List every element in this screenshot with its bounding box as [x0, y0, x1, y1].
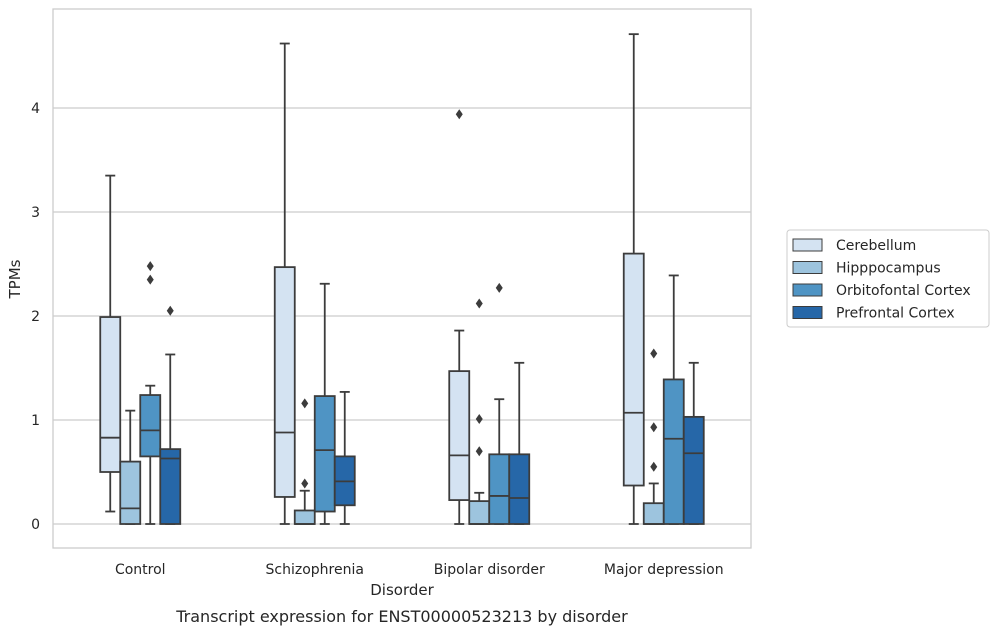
- box-group: [293, 398, 316, 525]
- box: [682, 415, 705, 525]
- outlier-point: [301, 478, 309, 489]
- outlier-point: [475, 413, 483, 424]
- outlier-point: [146, 274, 154, 285]
- legend-label: Orbitofontal Cortex: [836, 283, 971, 299]
- x-tick-label: Bipolar disorder: [434, 562, 545, 578]
- outlier-point: [475, 298, 483, 309]
- box: [662, 378, 685, 525]
- box-group: [159, 305, 182, 525]
- y-tick-label: 3: [31, 205, 40, 221]
- legend-swatch: [792, 261, 823, 274]
- box: [622, 252, 645, 487]
- y-tick-label: 1: [31, 413, 40, 429]
- box-group: [642, 348, 665, 525]
- outlier-point: [495, 282, 503, 293]
- box-group: [662, 274, 685, 525]
- y-axis-ticks: 0 1 2 3 4: [31, 101, 40, 533]
- legend-frame: [786, 229, 990, 328]
- outlier-point: [650, 461, 658, 472]
- box-group: [468, 298, 491, 525]
- x-tick-label: Schizophrenia: [266, 562, 364, 578]
- outlier-point: [650, 422, 658, 433]
- box-group: [333, 391, 356, 525]
- outlier-point: [146, 261, 154, 272]
- box: [468, 500, 491, 525]
- box: [99, 316, 122, 473]
- y-tick-label: 0: [31, 517, 40, 533]
- box-group: [119, 409, 142, 525]
- box: [488, 453, 511, 525]
- outlier-point: [166, 305, 174, 316]
- box: [273, 266, 296, 498]
- legend-swatch: [792, 306, 823, 319]
- box: [642, 502, 665, 525]
- legend-label: Cerebellum: [836, 238, 916, 254]
- chart-caption: Transcript expression for ENST0000052321…: [175, 607, 628, 626]
- box: [508, 453, 531, 525]
- x-axis-title: Disorder: [370, 581, 434, 599]
- legend-label: Prefrontal Cortex: [836, 306, 955, 322]
- x-tick-label: Control: [115, 562, 166, 578]
- box: [313, 395, 336, 513]
- x-axis-ticks: Control Schizophrenia Bipolar disorder Majo…: [115, 562, 724, 578]
- boxes: [99, 33, 705, 525]
- box: [159, 448, 182, 525]
- plot-area: [52, 8, 752, 549]
- outlier-point: [475, 446, 483, 457]
- box-group: [273, 42, 296, 525]
- legend-label: Hipppocampus: [836, 261, 941, 277]
- box-group: [139, 261, 162, 525]
- gridlines: [53, 107, 751, 525]
- legend-swatch: [792, 283, 823, 297]
- box-group: [99, 174, 122, 513]
- outlier-point: [455, 109, 463, 120]
- box-group: [508, 361, 531, 525]
- box-group: [313, 282, 336, 525]
- x-tick-label: Major depression: [604, 562, 724, 578]
- box-group: [448, 109, 471, 525]
- box: [119, 460, 142, 525]
- legend-swatch: [792, 238, 823, 252]
- y-axis-title: TPMs: [6, 259, 24, 299]
- box-group: [682, 361, 705, 525]
- y-tick-label: 2: [31, 309, 40, 325]
- outlier-point: [650, 348, 658, 359]
- box-group: [622, 33, 645, 525]
- y-tick-label: 4: [31, 101, 40, 117]
- box-group: [488, 282, 511, 525]
- legend: Cerebellum Hipppocampus Orbitofontal Corte…: [786, 229, 990, 328]
- box: [139, 394, 162, 458]
- box: [293, 509, 316, 525]
- box: [448, 370, 471, 501]
- outlier-point: [301, 398, 309, 409]
